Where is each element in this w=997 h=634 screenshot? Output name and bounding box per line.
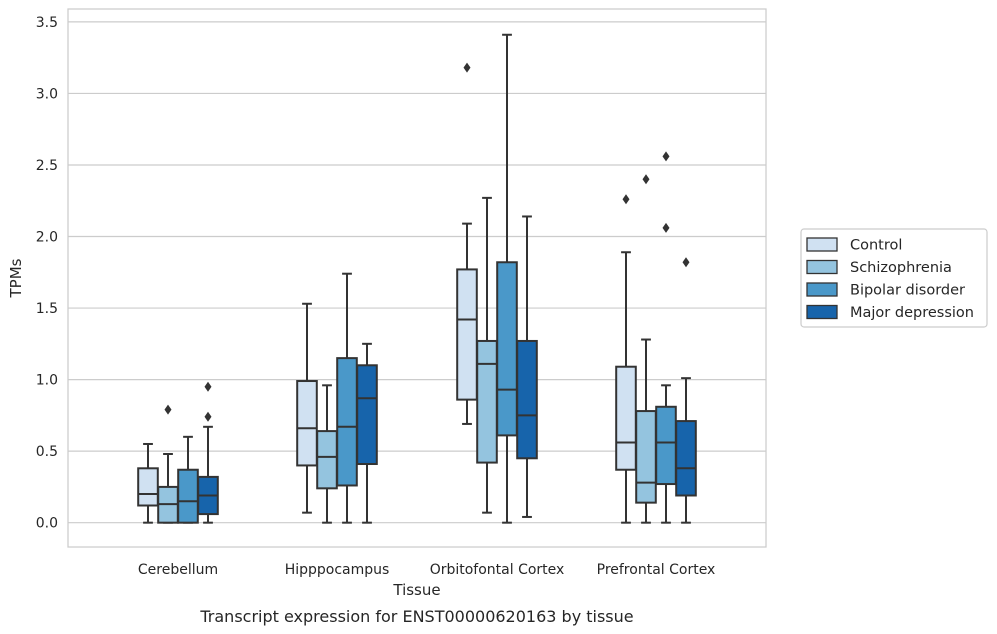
iqr-box [137,467,159,507]
outlier-point [622,194,630,205]
legend-label: Control [850,238,902,254]
legend-label: Schizophrenia [850,260,952,276]
y-tick-label: 3.0 [36,86,58,102]
outlier-point [204,381,212,392]
box-bipolar-disorder [655,151,677,524]
iqr-box [336,357,358,487]
box-control [137,442,159,524]
x-tick-label: Prefrontal Cortex [597,562,716,578]
boxes-layer [137,33,697,524]
chart-caption: Transcript expression for ENST0000062016… [199,607,633,626]
outlier-point [662,151,670,162]
x-axis-title: Tissue [392,581,440,599]
box-control [296,302,318,514]
iqr-box [316,430,338,490]
iqr-box [296,380,318,467]
legend-swatch [806,282,838,297]
box-major-depression [675,257,697,524]
outlier-point [463,62,471,73]
outlier-point [642,174,650,185]
legend-label: Bipolar disorder [850,283,965,299]
y-tick-label: 2.5 [36,158,58,174]
iqr-box [516,339,538,460]
iqr-box [675,420,697,497]
x-tick-label: Cerebellum [138,562,218,578]
y-tick-labels: 0.0 0.5 1.0 1.5 2.0 2.5 3.0 3.5 [36,15,58,532]
x-tick-label: Orbitofontal Cortex [430,562,565,578]
y-axis-title: TPMs [7,258,25,298]
outlier-point [164,404,172,415]
legend-swatch [806,304,838,320]
box-bipolar-disorder [177,435,199,524]
box-major-depression [516,215,538,518]
iqr-box [476,339,498,464]
box-control [456,62,478,425]
outlier-point [682,257,690,268]
iqr-box [177,468,199,524]
y-tick-label: 0.5 [36,444,58,460]
legend-swatch [806,237,838,252]
y-tick-label: 1.0 [36,373,58,389]
y-tick-label: 0.0 [36,516,58,532]
iqr-box [615,365,637,471]
plot-frame [67,8,767,548]
box-major-depression [356,342,378,524]
outlier-point [662,222,670,233]
iqr-box [635,410,657,504]
legend-frame [800,228,988,328]
x-tick-labels: Cerebellum Hipppocampus Orbitofontal Corte… [138,562,715,578]
y-tick-label: 3.5 [36,15,58,31]
box-major-depression [197,381,219,524]
x-tick-label: Hipppocampus [285,562,390,578]
iqr-box [496,261,518,437]
box-control [615,194,637,524]
box-schizophrenia [157,404,179,524]
legend: Control Schizophrenia Bipolar disorder Majo… [800,228,988,328]
box-schizophrenia [635,174,657,524]
y-tick-label: 2.0 [36,230,58,246]
box-schizophrenia [316,384,338,524]
legend-label: Major depression [850,305,974,321]
iqr-box [456,268,478,401]
iqr-box [655,405,677,486]
iqr-box [356,364,378,466]
box-schizophrenia [476,196,498,514]
y-tick-label: 1.5 [36,301,58,317]
outlier-point [204,411,212,422]
legend-swatch [806,259,838,275]
